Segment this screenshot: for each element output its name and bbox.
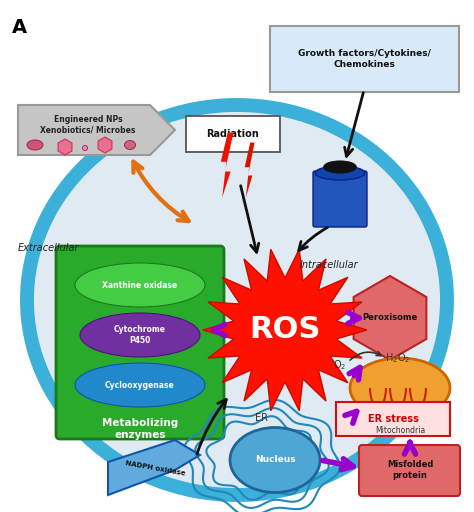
Text: O$_2$: O$_2$ [333,358,346,372]
Ellipse shape [75,363,205,407]
FancyArrowPatch shape [348,312,359,324]
FancyBboxPatch shape [270,26,459,92]
Text: Cytochrome
P450: Cytochrome P450 [114,325,166,345]
FancyBboxPatch shape [56,246,224,439]
Text: Peroxisome: Peroxisome [363,313,418,323]
Ellipse shape [27,105,447,495]
Ellipse shape [75,263,205,307]
Polygon shape [18,105,175,155]
Text: Radiation: Radiation [207,129,259,139]
FancyArrowPatch shape [133,162,189,221]
Text: Xanthine oxidase: Xanthine oxidase [102,281,178,289]
Ellipse shape [230,428,320,493]
Text: A: A [12,18,27,37]
Text: Growth factors/Cytokines/
Chemokines: Growth factors/Cytokines/ Chemokines [298,49,430,69]
Text: NADPH oxidase: NADPH oxidase [125,460,185,476]
Text: Intracellular: Intracellular [300,260,359,270]
FancyArrowPatch shape [350,352,381,360]
Polygon shape [203,249,367,411]
Ellipse shape [350,358,450,418]
FancyBboxPatch shape [186,116,280,152]
Text: Misfolded
protein: Misfolded protein [387,460,433,480]
FancyArrowPatch shape [345,411,357,423]
Text: Cyclooxygenase: Cyclooxygenase [105,380,175,390]
FancyBboxPatch shape [313,171,367,227]
Ellipse shape [82,145,88,151]
Ellipse shape [80,313,200,357]
Text: ROS: ROS [249,315,321,345]
Text: H$_2$O$_2$: H$_2$O$_2$ [385,351,410,365]
FancyArrowPatch shape [299,227,328,250]
Ellipse shape [27,140,43,150]
Text: Metabolizing
enzymes: Metabolizing enzymes [102,418,178,440]
Text: Mitochondria: Mitochondria [375,426,425,435]
FancyBboxPatch shape [336,402,450,436]
FancyArrowPatch shape [214,325,225,335]
Text: ER: ER [255,413,268,423]
FancyArrowPatch shape [323,459,353,470]
Text: Extracellular: Extracellular [18,243,80,253]
Ellipse shape [315,166,365,180]
Ellipse shape [125,140,136,150]
Polygon shape [108,440,200,495]
FancyBboxPatch shape [359,445,460,496]
FancyArrowPatch shape [404,442,416,454]
Text: Engineered NPs
Xenobiotics/ Microbes: Engineered NPs Xenobiotics/ Microbes [40,115,136,134]
FancyArrowPatch shape [349,368,360,380]
Ellipse shape [324,161,356,173]
FancyArrowPatch shape [345,93,363,156]
FancyArrowPatch shape [197,399,226,454]
Text: ER stress: ER stress [367,414,419,424]
Polygon shape [221,133,233,198]
Polygon shape [245,142,255,198]
Text: Nucleus: Nucleus [255,456,295,464]
FancyArrowPatch shape [241,186,259,252]
